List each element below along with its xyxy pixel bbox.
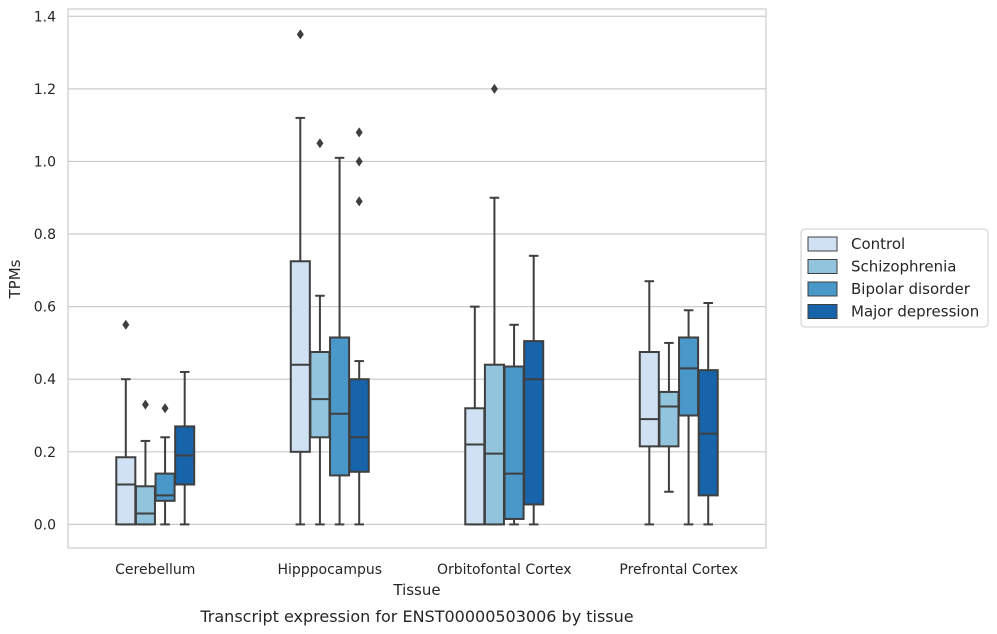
- box-schizophrenia: [483, 83, 505, 526]
- box-iqr: [309, 351, 331, 439]
- y-tick-label: 0.6: [34, 300, 56, 316]
- y-tick-label: 0.4: [34, 372, 56, 388]
- legend-swatch: [807, 236, 838, 252]
- legend-label: Control: [851, 235, 905, 253]
- box-iqr: [678, 336, 700, 417]
- x-tick-label: Orbitofontal Cortex: [437, 562, 572, 578]
- outlier-point: [141, 399, 149, 410]
- outlier-point: [296, 29, 304, 40]
- box-iqr: [483, 363, 505, 526]
- legend-swatch: [807, 259, 838, 274]
- y-tick-label: 0.8: [34, 227, 56, 243]
- grid-lines: [68, 15, 766, 526]
- box-iqr: [503, 365, 525, 520]
- y-tick-label: 0.0: [34, 517, 56, 533]
- plot-frame: [67, 8, 767, 549]
- box-schizophrenia: [134, 399, 156, 526]
- x-tick-label: Hipppocampus: [277, 562, 382, 578]
- box-major-depression: [697, 302, 719, 526]
- box-iqr: [658, 390, 680, 448]
- outlier-point: [355, 156, 363, 167]
- legend-label: Major depression: [851, 303, 979, 321]
- x-tick-label: Prefrontal Cortex: [619, 562, 738, 578]
- legend-swatch: [807, 304, 838, 319]
- outlier-point: [490, 83, 498, 94]
- box-bipolar-disorder: [329, 156, 351, 526]
- legend-swatch: [807, 281, 838, 297]
- box-major-depression: [174, 370, 196, 526]
- box-control: [638, 280, 660, 526]
- y-axis-label: TPMs: [6, 259, 24, 299]
- y-tick-label: 1.2: [34, 82, 56, 98]
- y-axis-ticks: 0.0 0.2 0.4 0.6 0.8 1.0 1.2 1.4: [34, 9, 56, 533]
- outlier-point: [122, 319, 130, 330]
- box-control: [289, 29, 311, 526]
- box-iqr: [329, 336, 351, 477]
- box-control: [115, 319, 137, 526]
- x-tick-label: Cerebellum: [115, 562, 195, 578]
- legend-label: Bipolar disorder: [851, 280, 971, 298]
- box-schizophrenia: [658, 341, 680, 493]
- legend-label: Schizophrenia: [851, 258, 956, 276]
- box-bipolar-disorder: [154, 403, 176, 526]
- legend: Control Schizophrenia Bipolar disorder Majo…: [800, 228, 989, 328]
- box-iqr: [638, 351, 660, 448]
- box-iqr: [134, 485, 156, 526]
- box-major-depression: [348, 127, 370, 526]
- outlier-point: [355, 196, 363, 207]
- box-major-depression: [523, 254, 545, 526]
- y-tick-label: 0.2: [34, 445, 56, 461]
- y-tick-label: 1.4: [34, 9, 56, 25]
- box-schizophrenia: [309, 138, 331, 526]
- y-tick-label: 1.0: [34, 154, 56, 170]
- legend-frame: [800, 228, 989, 328]
- box-plot-area: [115, 29, 719, 526]
- chart-caption: Transcript expression for ENST0000050300…: [199, 607, 633, 626]
- box-iqr: [289, 260, 311, 453]
- box-iqr: [464, 407, 486, 526]
- box-bipolar-disorder: [503, 323, 525, 526]
- outlier-point: [316, 138, 324, 149]
- outlier-point: [355, 127, 363, 138]
- box-iqr: [523, 340, 545, 506]
- box-control: [464, 305, 486, 526]
- x-axis-ticks: Cerebellum Hipppocampus Orbitofontal Corte…: [115, 562, 738, 578]
- box-iqr: [348, 378, 370, 473]
- x-axis-label: Tissue: [392, 581, 440, 599]
- box-iqr: [115, 456, 137, 526]
- box-bipolar-disorder: [678, 309, 700, 526]
- box-iqr: [154, 472, 176, 502]
- outlier-point: [161, 403, 169, 414]
